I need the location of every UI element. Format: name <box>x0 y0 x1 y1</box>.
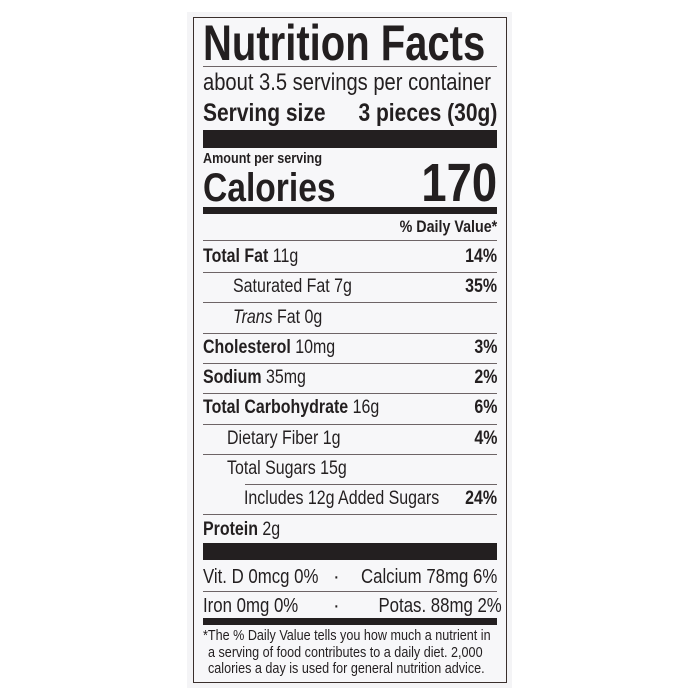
nutrient-dv: 24% <box>465 488 497 509</box>
nutrient-name: Saturated Fat <box>233 276 330 297</box>
nutrient-amount: 2g <box>262 519 281 540</box>
serving-size-value: 3 pieces (30g) <box>358 99 497 127</box>
divider <box>203 424 497 425</box>
nutrient-row-cholesterol: Cholesterol 10mg 3% <box>203 333 497 363</box>
nutrient-amount: 16g <box>352 397 380 418</box>
vitamin-row-1: Vit. D 0mcg 0% · Calcium 78mg 6% <box>203 562 497 592</box>
nutrient-name: Total Sugars <box>227 458 316 479</box>
nutrient-amount: 15g <box>320 458 347 479</box>
footnote-line: a serving of food contributes to a daily… <box>208 643 483 661</box>
servings-per-container: about 3.5 servings per container <box>203 70 497 96</box>
vitamin-row-2: Iron 0mg 0% · Potas. 88mg 2% <box>203 591 502 621</box>
nutrition-facts-label <box>193 17 507 683</box>
divider <box>245 484 497 485</box>
nutrient-name: Total Fat <box>203 246 269 267</box>
nutrient-row-total-fat: Total Fat 11g 14% <box>203 242 497 272</box>
nutrient-name: Protein <box>203 519 258 540</box>
divider <box>203 66 497 67</box>
nutrient-row-total-sugars: Total Sugars 15g <box>203 454 497 484</box>
divider <box>203 363 497 364</box>
divider <box>203 333 497 334</box>
nutrient-dv: 4% <box>473 428 497 449</box>
nutrient-name: Cholesterol <box>203 337 291 358</box>
iron: Iron 0mg 0% <box>203 595 299 617</box>
calcium: Calcium 78mg 6% <box>360 566 497 588</box>
nutrient-row-added-sugars: Includes 12g Added Sugars 24% <box>203 484 497 514</box>
nutrient-amount: 7g <box>334 276 352 297</box>
amount-per-serving: Amount per serving <box>203 151 497 167</box>
serving-size-label: Serving size <box>203 99 326 127</box>
footnote-line: calories a day is used for general nutri… <box>208 660 485 677</box>
divider <box>203 240 497 241</box>
nutrient-name: Includes 12g Added Sugars <box>244 488 440 509</box>
nutrient-row-dietary-fiber: Dietary Fiber 1g 4% <box>203 424 497 454</box>
thick-divider <box>203 543 497 560</box>
divider <box>203 272 497 273</box>
potassium: Potas. 88mg 2% <box>378 595 502 617</box>
nutrient-name-italic: Trans <box>233 307 273 328</box>
nutrient-row-sodium: Sodium 35mg 2% <box>203 363 497 393</box>
servings-text: about 3.5 servings per container <box>203 69 492 96</box>
nutrient-dv: 6% <box>473 397 497 418</box>
nutrient-name: Dietary Fiber <box>227 428 319 449</box>
divider <box>203 454 497 455</box>
daily-value-header-text: % Daily Value* <box>399 217 497 236</box>
nutrient-name: Total Carbohydrate <box>203 397 349 418</box>
divider <box>203 591 497 592</box>
nutrient-dv: 2% <box>473 367 497 388</box>
nutrient-row-total-carbohydrate: Total Carbohydrate 16g 6% <box>203 393 497 423</box>
amount-per-serving-text: Amount per serving <box>203 150 323 167</box>
title-text: Nutrition Facts <box>203 15 486 71</box>
footnote-line: *The % Daily Value tells you how much a … <box>203 627 491 644</box>
label-title: Nutrition Facts <box>203 15 497 71</box>
nutrient-row-saturated-fat: Saturated Fat 7g 35% <box>203 272 497 302</box>
calories-value: 170 <box>421 153 497 213</box>
nutrient-dv: 3% <box>473 337 497 358</box>
separator-dot: · <box>333 566 340 588</box>
calories-label: Calories <box>203 166 336 210</box>
calories-row: Calories 170 <box>203 153 497 213</box>
nutrient-name: Sodium <box>203 367 262 388</box>
separator-dot: · <box>333 595 340 617</box>
footnote: *The % Daily Value tells you how much a … <box>203 627 497 678</box>
nutrient-amount: 1g <box>322 428 341 449</box>
nutrient-amount: 0g <box>304 307 323 328</box>
nutrient-amount: 35mg <box>265 367 306 388</box>
nutrient-dv: 14% <box>465 246 497 267</box>
nutrient-row-trans-fat: Trans Fat 0g <box>203 303 497 333</box>
medium-divider <box>203 207 497 214</box>
divider <box>203 302 497 303</box>
daily-value-header: % Daily Value* <box>203 217 497 237</box>
medium-divider <box>203 618 497 625</box>
vitamin-d: Vit. D 0mcg 0% <box>203 566 319 588</box>
nutrient-name: Fat <box>277 307 301 328</box>
nutrient-dv: 35% <box>465 276 497 297</box>
nutrient-amount: 10mg <box>295 337 336 358</box>
divider <box>203 393 497 394</box>
serving-size-row: Serving size 3 pieces (30g) <box>203 99 497 127</box>
nutrient-row-protein: Protein 2g <box>203 515 497 545</box>
nutrient-amount: 11g <box>272 246 299 267</box>
thick-divider <box>203 130 497 148</box>
divider <box>203 514 497 515</box>
